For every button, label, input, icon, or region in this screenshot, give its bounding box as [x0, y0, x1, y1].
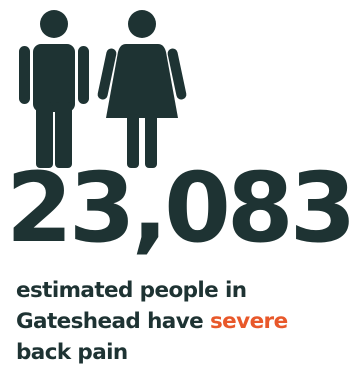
caption-line-1: estimated people in [16, 278, 247, 303]
man-icon [19, 10, 89, 168]
severity-highlight: severe [209, 309, 288, 334]
people-icons [19, 10, 187, 168]
caption-line-2: Gateshead have severe [16, 306, 348, 337]
caption-line-3: back pain [16, 340, 128, 365]
woman-icon [97, 10, 187, 168]
people-figures [14, 6, 194, 172]
caption-line-2-text: Gateshead have [16, 309, 210, 334]
stat-caption: estimated people in Gateshead have sever… [16, 275, 348, 368]
people-count: 23,083 [6, 152, 352, 264]
